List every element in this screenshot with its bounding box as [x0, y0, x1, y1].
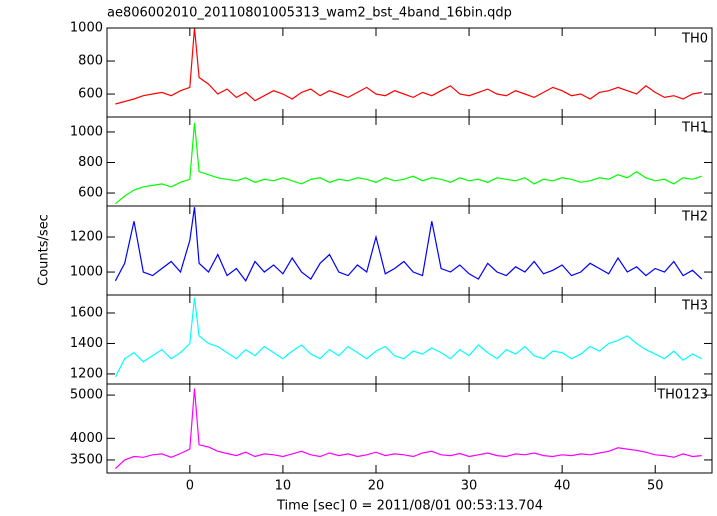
y-tick-label: 1600: [70, 305, 103, 320]
y-tick-label: 800: [78, 155, 103, 170]
y-tick-label: 4000: [70, 431, 103, 446]
y-axis-label: Counts/sec: [37, 214, 52, 286]
panel-frame: [106, 294, 713, 385]
panel-label: TH1: [681, 121, 708, 136]
x-tick-label: 30: [461, 479, 478, 494]
y-tick-label: 1400: [70, 336, 103, 351]
y-tick-label: 1000: [70, 124, 103, 139]
light-curve: [114, 388, 702, 470]
x-tick-label: 0: [186, 479, 194, 494]
panel-label: TH3: [681, 299, 708, 314]
x-tick-label: 50: [647, 479, 664, 494]
x-tick-label: 40: [554, 479, 571, 494]
x-tick-label: 10: [275, 479, 292, 494]
y-tick-label: 600: [78, 87, 103, 102]
panel-frame: [106, 383, 713, 474]
chart-title: ae806002010_20110801005313_wam2_bst_4ban…: [107, 6, 512, 21]
panel-label: TH0123: [656, 388, 708, 403]
light-curve: [115, 27, 702, 105]
y-tick-label: 600: [78, 186, 103, 201]
y-tick-label: 1200: [70, 366, 103, 381]
panel-label: TH0: [681, 32, 708, 47]
panel-frame: [106, 27, 713, 118]
light-curve: [114, 297, 703, 378]
panel-label: TH2: [681, 210, 708, 225]
light-curve: [115, 122, 702, 205]
y-tick-label: 800: [78, 54, 103, 69]
y-tick-label: 1000: [70, 265, 103, 280]
y-tick-label: 1000: [70, 21, 103, 36]
y-tick-label: 5000: [70, 388, 103, 403]
x-tick-label: 20: [368, 479, 385, 494]
y-tick-label: 3500: [70, 452, 103, 467]
x-axis-label: Time [sec] 0 = 2011/08/01 00:53:13.704: [276, 499, 543, 514]
y-tick-label: 1200: [70, 230, 103, 245]
light-curve: [114, 207, 703, 282]
